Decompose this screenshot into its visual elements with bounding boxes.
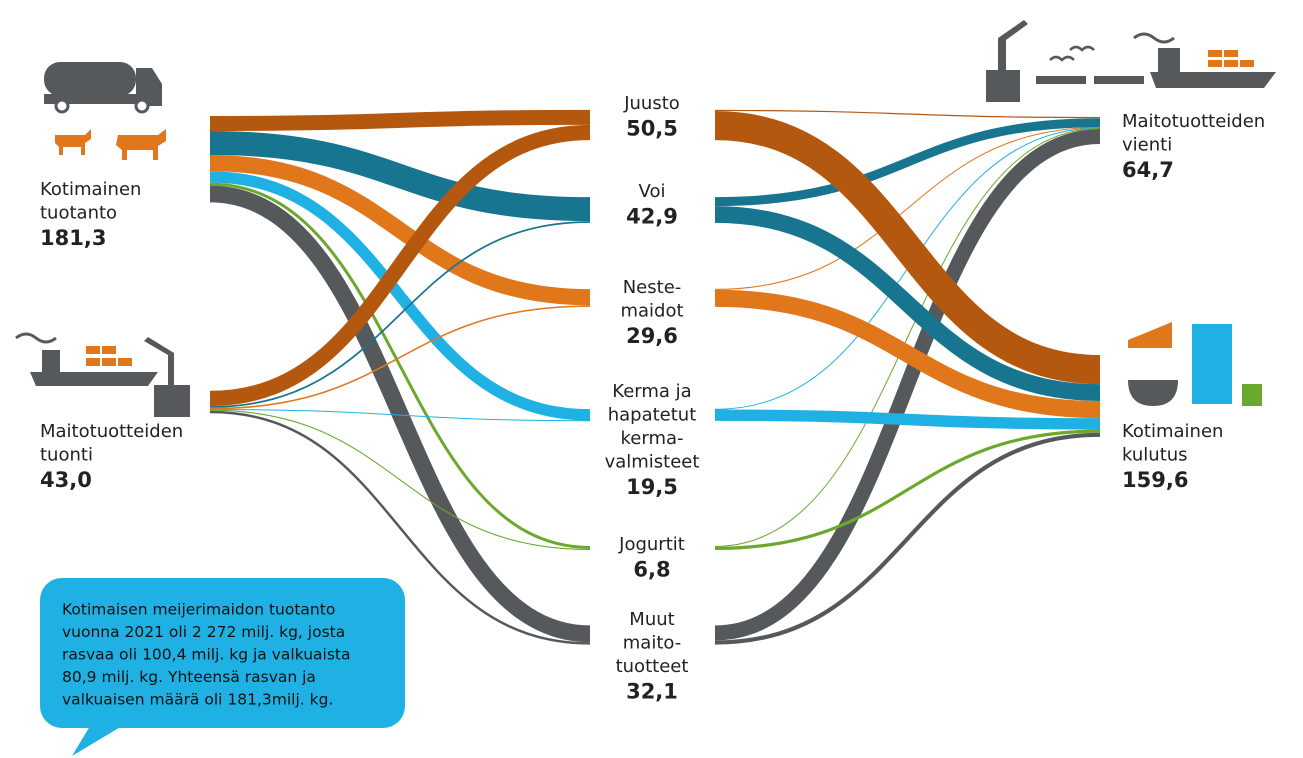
node-value: 32,1 bbox=[626, 680, 678, 704]
node-label: tuotteet bbox=[616, 656, 689, 677]
node-value: 6,8 bbox=[633, 558, 670, 582]
node-value: 43,0 bbox=[40, 468, 92, 492]
inflow bbox=[209, 171, 591, 421]
node-label: maidot bbox=[620, 301, 683, 322]
bubble bbox=[40, 578, 405, 728]
node-value: 19,5 bbox=[626, 475, 678, 499]
container bbox=[118, 358, 132, 366]
truck-base bbox=[44, 94, 162, 104]
inflow bbox=[209, 182, 591, 549]
cow bbox=[116, 129, 166, 160]
node-label: Jogurtit bbox=[618, 534, 685, 555]
outflow bbox=[714, 109, 1101, 119]
flows bbox=[209, 109, 1101, 645]
crane-arm bbox=[998, 20, 1028, 70]
container bbox=[102, 346, 116, 354]
node-label: Kerma ja bbox=[612, 381, 691, 402]
crane-base bbox=[986, 70, 1020, 102]
ship-cabin bbox=[42, 350, 60, 372]
node-label: Juusto bbox=[623, 93, 680, 114]
node-value: 29,6 bbox=[626, 324, 678, 348]
annotation-line: 80,9 milj. kg. Yhteensä rasvan ja bbox=[62, 668, 316, 686]
node-value: 64,7 bbox=[1122, 158, 1174, 182]
ship-cabin bbox=[1158, 48, 1180, 72]
outflow bbox=[714, 128, 1101, 547]
inflow bbox=[209, 409, 591, 551]
outflow bbox=[714, 111, 1101, 385]
inflow bbox=[209, 185, 591, 643]
annotation-line: rasvaa oli 100,4 milj. kg ja valkuaista bbox=[62, 646, 350, 664]
container bbox=[86, 346, 100, 354]
node-value: 159,6 bbox=[1122, 468, 1188, 492]
inflow bbox=[209, 305, 591, 410]
outflow bbox=[714, 289, 1101, 419]
container bbox=[1224, 50, 1238, 57]
node-label: Maitotuotteiden bbox=[1122, 111, 1265, 132]
node-label: hapatetut bbox=[608, 405, 697, 426]
outflow bbox=[714, 127, 1101, 290]
container bbox=[102, 358, 116, 366]
ship-hull bbox=[30, 372, 158, 386]
icons bbox=[15, 20, 1276, 417]
node-value: 42,9 bbox=[626, 205, 678, 229]
milk-carton bbox=[1192, 324, 1232, 404]
outflow bbox=[714, 206, 1101, 401]
outflow bbox=[714, 129, 1101, 641]
wheel bbox=[54, 98, 70, 114]
bubble-tail bbox=[72, 726, 122, 756]
outflow bbox=[714, 409, 1101, 430]
node-label: Neste- bbox=[623, 277, 682, 298]
node-label: vienti bbox=[1122, 135, 1172, 156]
annotation-line: valkuaisen määrä oli 181,3milj. kg. bbox=[62, 691, 333, 709]
cheese bbox=[1128, 322, 1172, 348]
node-value: 50,5 bbox=[626, 117, 678, 141]
container bbox=[1208, 50, 1222, 57]
outflow bbox=[714, 429, 1101, 551]
crane-base bbox=[154, 385, 190, 417]
ship-hull bbox=[1150, 72, 1276, 88]
truck-tank bbox=[44, 62, 136, 96]
bowl bbox=[1128, 380, 1178, 406]
inflow bbox=[209, 410, 591, 645]
container bbox=[1224, 60, 1238, 67]
node-value: 181,3 bbox=[40, 226, 106, 250]
annotation-line: Kotimaisen meijerimaidon tuotanto bbox=[62, 601, 335, 619]
inflow bbox=[209, 409, 591, 422]
barge bbox=[1036, 76, 1086, 84]
inflow bbox=[209, 109, 591, 131]
birds bbox=[1049, 45, 1095, 62]
node-label: kulutus bbox=[1122, 445, 1188, 466]
container bbox=[86, 358, 100, 366]
yogurt bbox=[1242, 384, 1262, 406]
node-label: tuonti bbox=[40, 445, 93, 466]
outflow bbox=[714, 118, 1101, 207]
node-label: Kotimainen bbox=[1122, 421, 1223, 442]
smoke bbox=[15, 332, 57, 344]
node-label: tuotanto bbox=[40, 203, 117, 224]
inflow bbox=[209, 221, 591, 408]
node-label: maito- bbox=[623, 633, 681, 654]
speech-bubble bbox=[40, 578, 405, 756]
node-label: Kotimainen bbox=[40, 179, 141, 200]
outflow bbox=[714, 432, 1101, 645]
node-label: Maitotuotteiden bbox=[40, 421, 183, 442]
crane-arm bbox=[144, 337, 174, 385]
inflow bbox=[209, 124, 591, 407]
container bbox=[1240, 60, 1254, 67]
barge bbox=[1094, 76, 1144, 84]
inflow bbox=[209, 131, 591, 222]
container bbox=[1208, 60, 1222, 67]
node-label: Voi bbox=[639, 181, 666, 202]
node-label: valmisteet bbox=[605, 452, 700, 473]
smoke bbox=[1133, 32, 1175, 44]
inflow bbox=[209, 155, 591, 306]
wheel bbox=[134, 98, 150, 114]
node-label: kerma- bbox=[621, 428, 684, 449]
cow bbox=[55, 129, 91, 155]
annotation-line: vuonna 2021 oli 2 272 milj. kg, josta bbox=[62, 623, 345, 641]
node-label: Muut bbox=[629, 609, 674, 630]
